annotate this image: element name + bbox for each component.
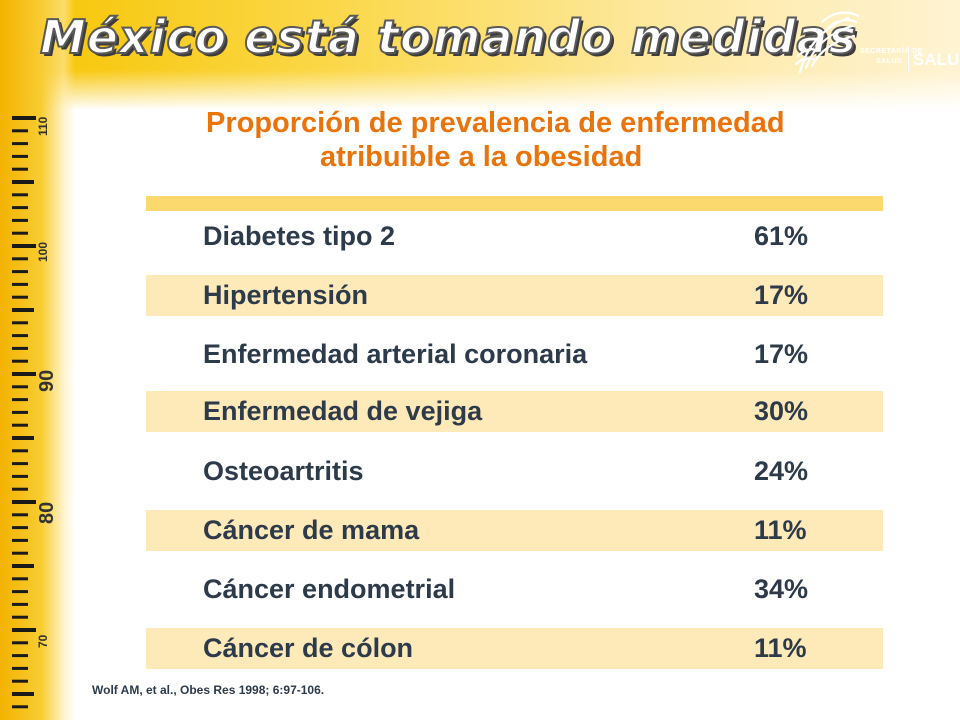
condition-percent: 34% [754,574,809,604]
condition-percent: 11% [754,633,807,663]
table-title: Proporción de prevalencia de enfermedad … [150,106,920,174]
logo-divider [908,46,909,72]
logo-line1: SECRETARÍA DE [860,48,923,55]
table-row: Enfermedad arterial coronaria 17% [146,334,883,375]
table-row: Cáncer endometrial 34% [146,569,883,610]
condition-percent: 30% [754,396,809,426]
table-row: Cáncer de cólon 11% [146,628,883,669]
table-row: Enfermedad de vejiga 30% [146,391,883,432]
condition-percent: 11% [754,515,807,545]
condition-percent: 17% [754,339,809,369]
table-row: Diabetes tipo 2 61% [146,216,883,257]
condition-name: Cáncer de cólon [203,633,414,663]
logo-line2: SALUD [876,58,903,65]
condition-name: Enfermedad arterial coronaria [203,339,588,369]
table-row: Osteoartritis 24% [146,451,883,492]
ruler-ticks [12,116,36,709]
slide-title: México está tomando medidas [39,9,857,65]
table-header-bar [146,196,883,211]
table-title-line1: Proporción de prevalencia de enfermedad [206,107,785,139]
table-row: Cáncer de mama 11% [146,510,883,551]
table-row: Hipertensión 17% [146,275,883,316]
ruler-label-90: 90 [36,369,58,392]
condition-name: Cáncer de mama [203,515,420,545]
eagle-emblem-icon [794,11,860,74]
ruler-label-110: 110 [36,116,50,136]
logo-name: SALUD [913,50,960,69]
ruler-label-70: 70 [36,634,50,648]
table-title-line2: atribuible a la obesidad [320,141,643,173]
ruler-label-100: 100 [36,241,50,262]
condition-percent: 17% [754,280,809,310]
measuring-ruler: 110 100 90 80 70 [0,100,70,720]
condition-name: Cáncer endometrial [203,574,456,604]
secretaria-salud-logo: SECRETARÍA DE SALUD SALUD [792,8,960,80]
citation: Wolf AM, et al., Obes Res 1998; 6:97-106… [92,683,325,697]
condition-percent: 61% [754,221,809,251]
ruler-label-80: 80 [36,501,58,524]
condition-name: Enfermedad de vejiga [203,396,483,426]
condition-name: Hipertensión [203,280,369,310]
condition-name: Diabetes tipo 2 [203,221,396,251]
condition-name: Osteoartritis [203,456,364,486]
condition-percent: 24% [754,456,809,486]
